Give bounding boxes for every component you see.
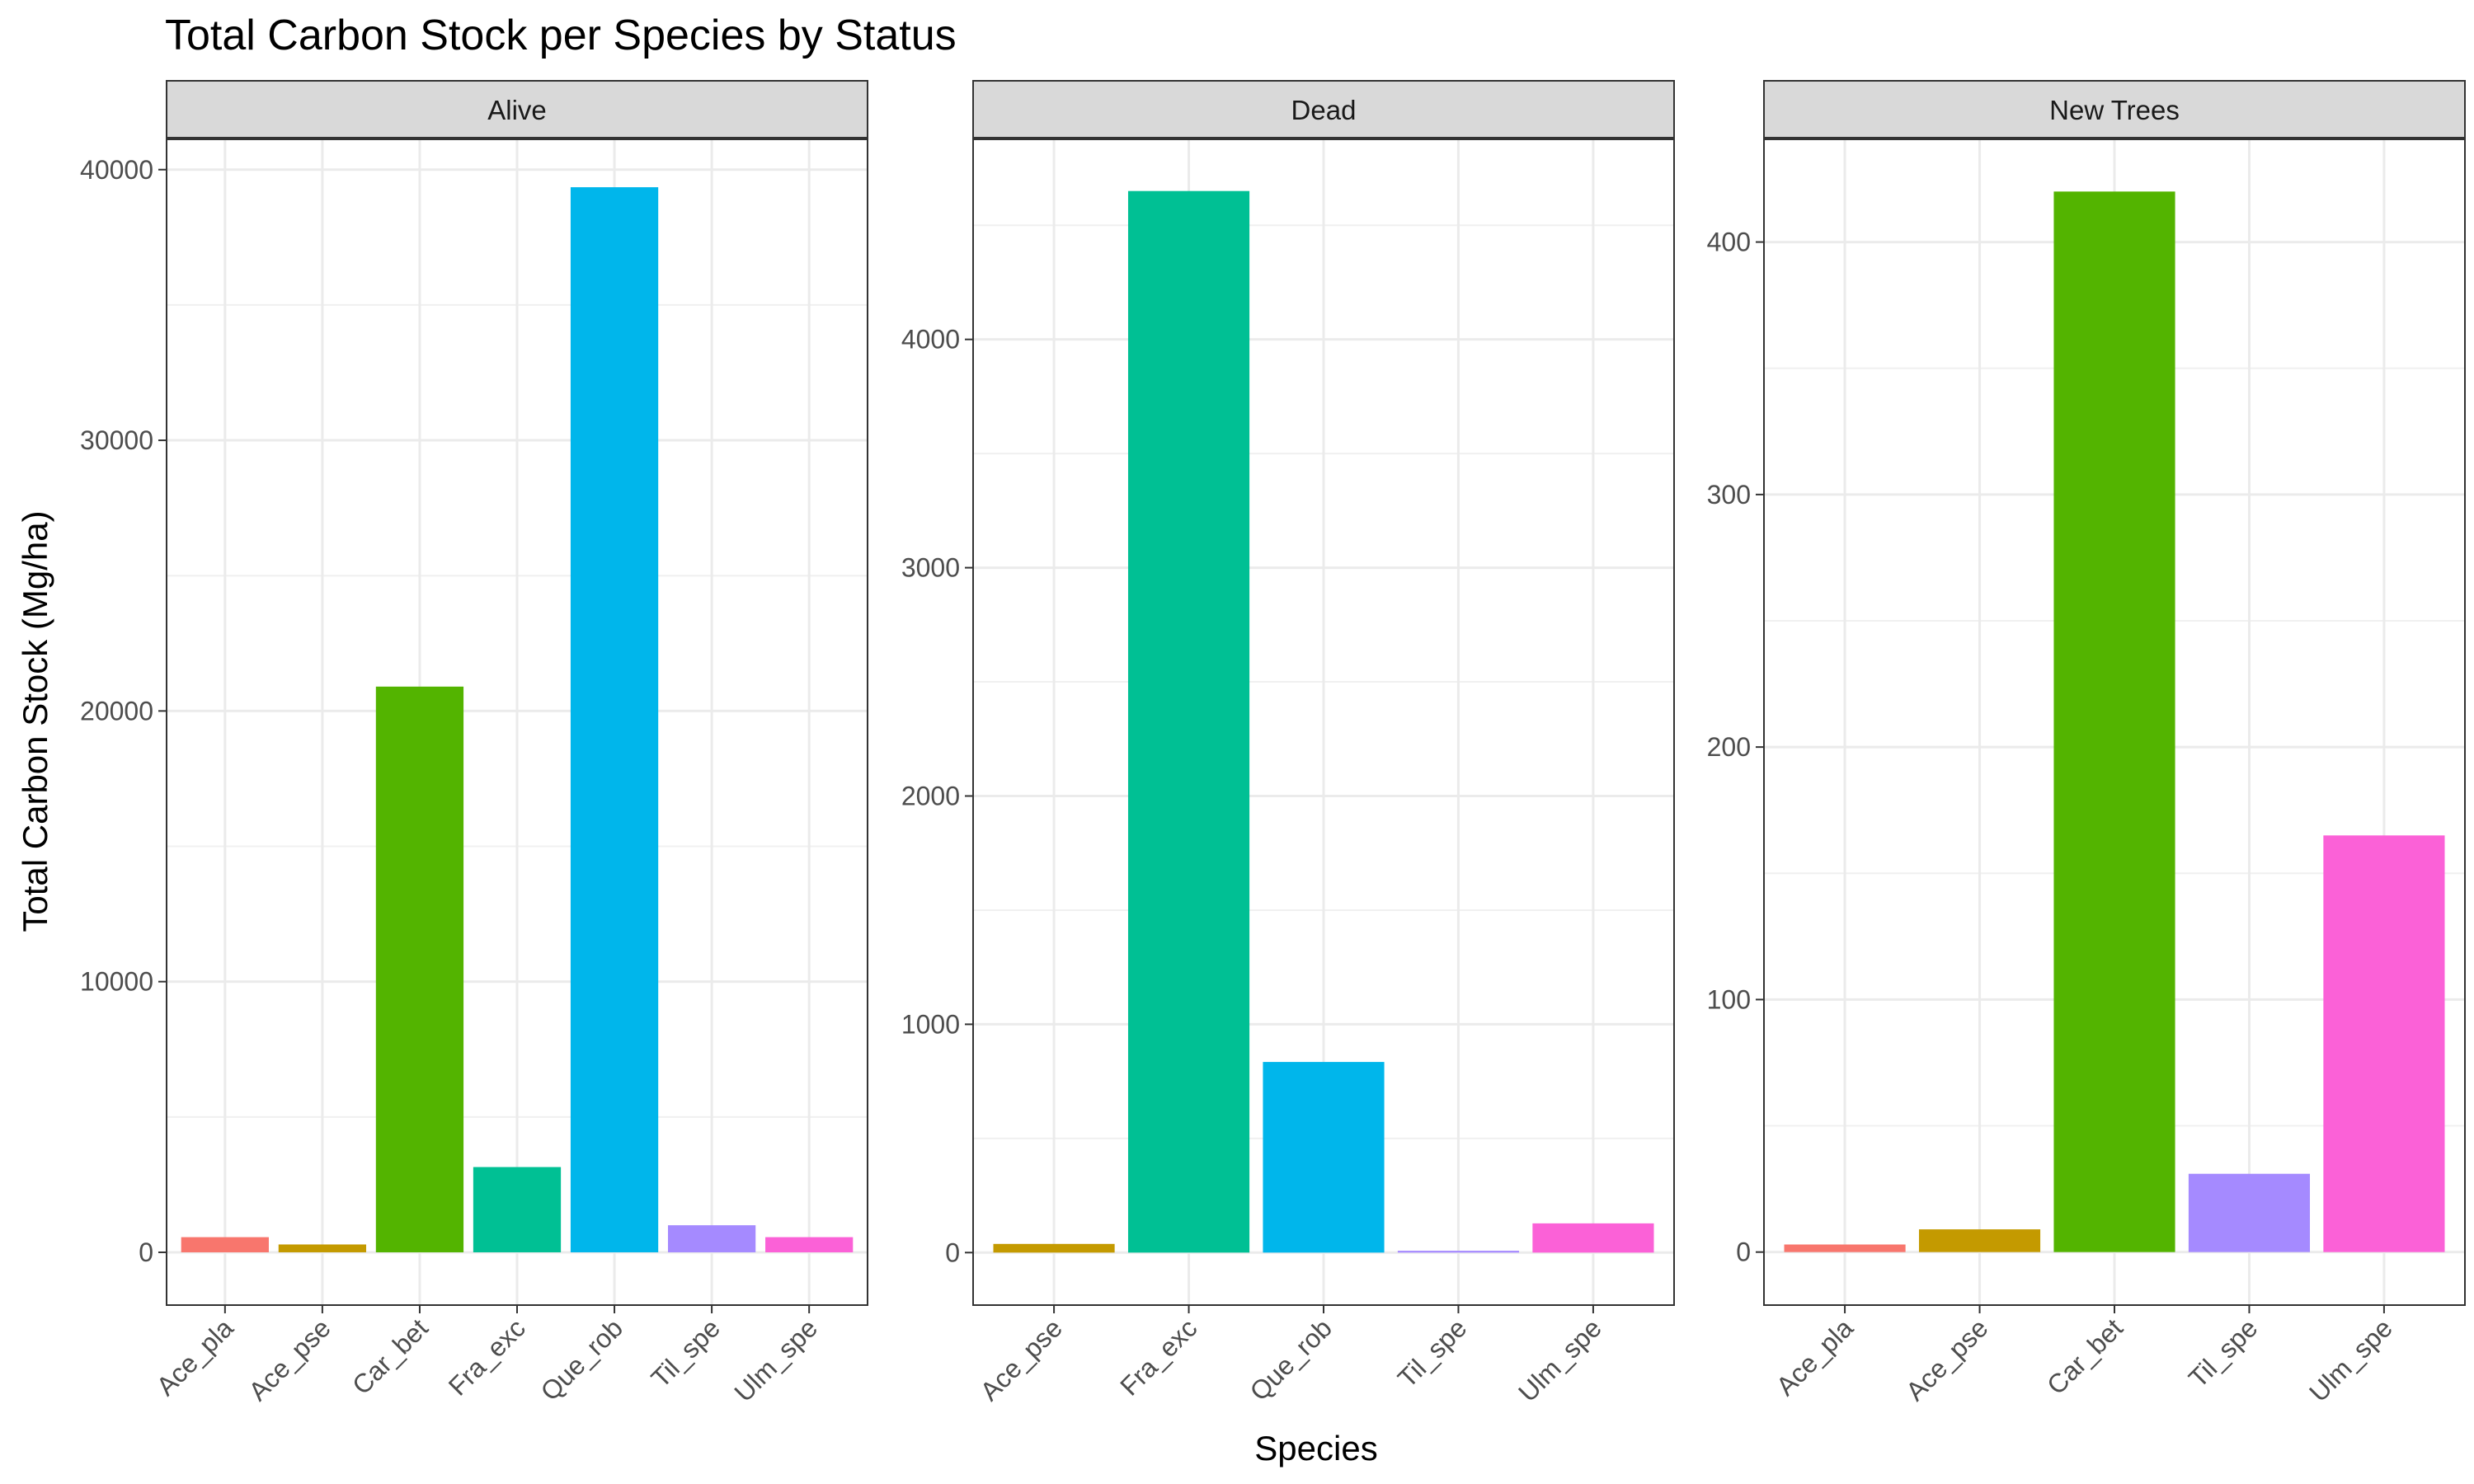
y-tick-label: 0	[945, 1237, 960, 1267]
x-tick-label: Fra_exc	[1114, 1313, 1202, 1401]
bar-til-spe	[1397, 1251, 1520, 1253]
x-tick-label: Ace_pse	[242, 1313, 336, 1407]
bar-car-bet	[375, 686, 464, 1252]
x-tick-label: Til_spe	[2183, 1313, 2264, 1393]
y-tick-label: 100	[1707, 984, 1751, 1014]
y-tick-label: 300	[1707, 480, 1751, 510]
y-axis-title: Total Carbon Stock (Mg/ha)	[16, 510, 54, 932]
bar-fra-exc	[1127, 190, 1250, 1253]
bar-til-spe	[2188, 1173, 2311, 1252]
y-tick-label: 400	[1707, 228, 1751, 257]
facet-strip-label: New Trees	[2049, 95, 2180, 125]
facet-strip-label: Dead	[1291, 95, 1357, 125]
x-tick-label: Ace_pla	[1771, 1313, 1859, 1401]
x-tick-label: Fra_exc	[443, 1313, 531, 1401]
bar-ulm-spe	[765, 1237, 854, 1252]
bar-que-rob	[570, 187, 659, 1252]
y-tick-label: 40000	[80, 155, 153, 185]
bar-ace-pla	[1784, 1244, 1906, 1252]
facet-panel-dead: Dead 0 1000 2000 3000 4000 Ace_pse Fra_exc Que_r…	[901, 80, 1675, 1407]
x-axis-title: Species	[1254, 1429, 1377, 1468]
y-tick-label: 2000	[901, 781, 960, 810]
bar-ace-pla	[181, 1237, 269, 1252]
y-tick-label: 20000	[80, 696, 153, 726]
x-tick-label: Til_spe	[646, 1313, 727, 1393]
bar-ace-pse	[993, 1243, 1115, 1253]
bar-fra-exc	[473, 1167, 562, 1252]
y-tick-label: 0	[139, 1237, 153, 1267]
y-tick-label: 10000	[80, 967, 153, 997]
y-tick-label: 0	[1736, 1237, 1751, 1267]
bar-que-rob	[1263, 1062, 1385, 1253]
bar-ulm-spe	[1532, 1223, 1654, 1253]
x-tick-label: Car_bet	[2041, 1313, 2128, 1400]
facet-strip	[972, 80, 1675, 139]
bar-ulm-spe	[2323, 835, 2445, 1252]
y-tick-label: 200	[1707, 732, 1751, 762]
bar-ace-pse	[278, 1244, 367, 1252]
x-tick-label: Ace_pse	[1900, 1313, 1994, 1407]
y-tick-label: 3000	[901, 553, 960, 583]
bar-ace-pse	[1918, 1229, 2041, 1252]
x-tick-label: Que_rob	[1244, 1313, 1338, 1407]
facet-panel-alive: Alive 0 10000 20000 30000 40000 Ace_pla Ace_pse…	[80, 80, 868, 1407]
x-tick-label: Ulm_spe	[728, 1313, 823, 1407]
x-tick-label: Ace_pse	[975, 1313, 1069, 1407]
bar-car-bet	[2053, 191, 2175, 1252]
x-tick-label: Til_spe	[1392, 1313, 1473, 1393]
bar-til-spe	[667, 1225, 756, 1252]
y-tick-label: 1000	[901, 1009, 960, 1039]
facet-panel-new-trees: New Trees 0 100 200 300 400 Ace_pla Ace_pse Car_…	[1707, 80, 2466, 1407]
x-tick-label: Ulm_spe	[1512, 1313, 1607, 1407]
chart-title: Total Carbon Stock per Species by Status	[165, 12, 957, 59]
facet-strip-label: Alive	[487, 95, 547, 125]
y-tick-label: 30000	[80, 425, 153, 455]
x-tick-label: Ulm_spe	[2303, 1313, 2398, 1407]
y-tick-label: 4000	[901, 325, 960, 355]
x-tick-label: Ace_pla	[151, 1313, 239, 1401]
x-tick-label: Car_bet	[346, 1313, 434, 1400]
x-tick-label: Que_rob	[534, 1313, 628, 1407]
